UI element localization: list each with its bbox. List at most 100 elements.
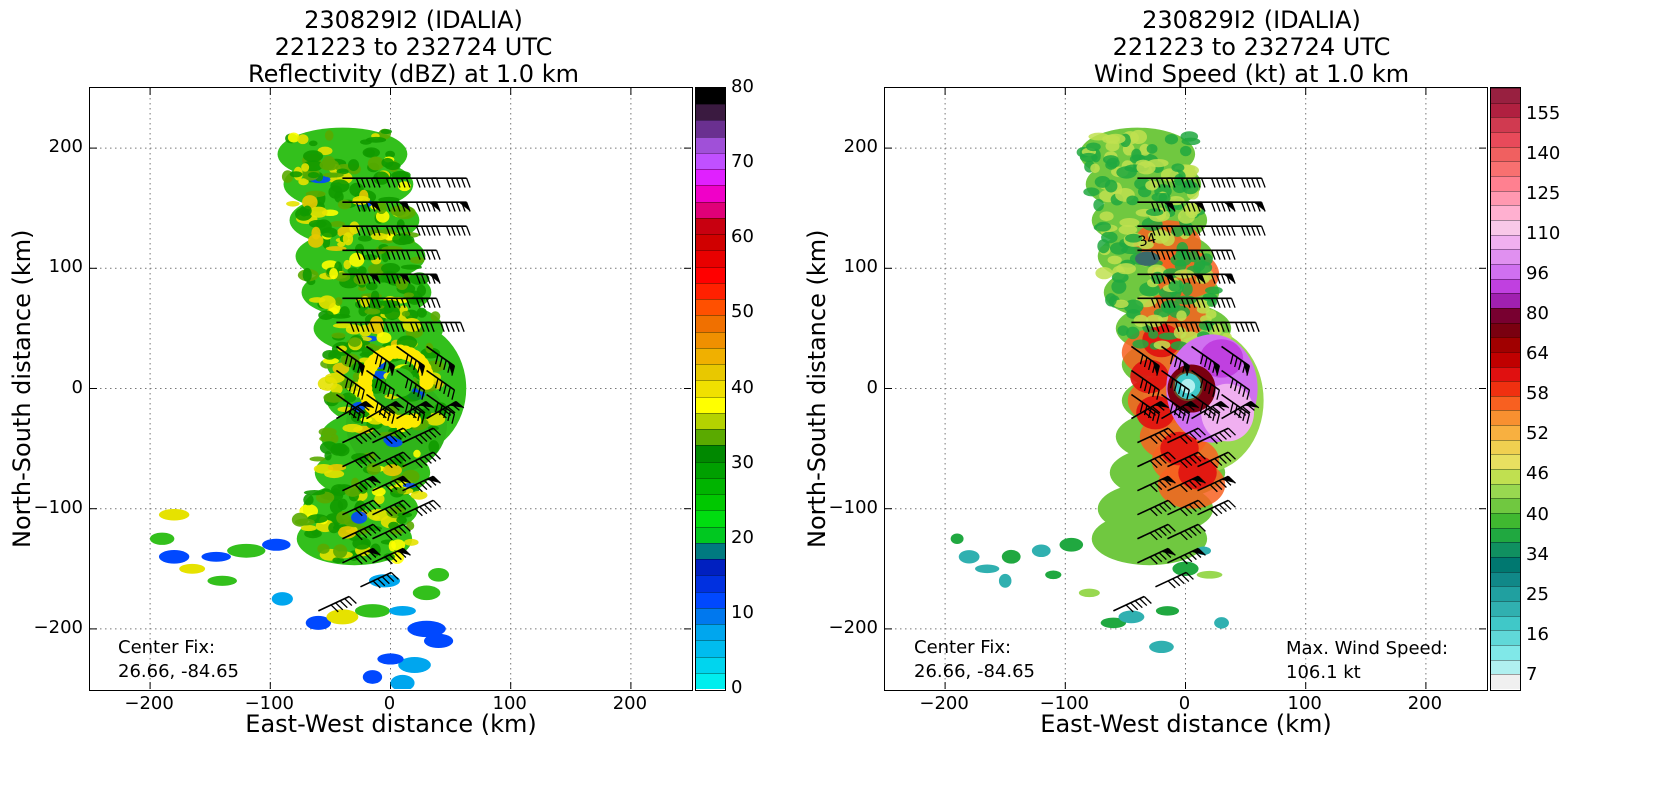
echo-cell [398, 656, 431, 673]
wind-barb-feather [390, 250, 396, 260]
chart-title-line-1: 230829I2 (IDALIA) [1142, 6, 1361, 34]
wind-barb-feather [1195, 225, 1201, 236]
echo-cell [383, 553, 395, 561]
echo-cell [401, 310, 411, 317]
wind-barb-feather [1239, 322, 1245, 332]
wind-barbs [318, 177, 471, 613]
wind-barb-feather [375, 250, 381, 260]
wind-barb-pennant [396, 476, 410, 483]
wind-barb-pennant [1183, 401, 1198, 408]
wind-barb-pennant [1191, 548, 1205, 556]
colorbar-cell [696, 299, 725, 316]
wind-barb-feather [389, 554, 398, 563]
wind-barb-shaft [1191, 393, 1220, 415]
wind-cell [1174, 174, 1184, 186]
wind-barb-pennant [398, 202, 410, 211]
wind-barb-feather [1139, 598, 1148, 607]
wind-cell [1078, 588, 1100, 598]
wind-barb-feather [400, 177, 406, 188]
wind-barb-pennant [1242, 361, 1250, 375]
wind-barb-feather [1179, 532, 1188, 541]
wind-barb-feather [1185, 225, 1191, 236]
colorbar-cell [696, 575, 725, 592]
chart-title-line-2: 221223 to 232724 UTC [1112, 33, 1391, 61]
wind-barb-feather [1152, 386, 1156, 397]
colorbar-cell [1491, 381, 1520, 396]
wind-barb-feather [1215, 225, 1221, 236]
wind-barb-feather [360, 250, 366, 260]
wind-barb-feather [1189, 322, 1195, 332]
plot-area: 34 [884, 87, 1488, 691]
wind-barb-feather [1173, 357, 1178, 368]
wind-barb-feather [1193, 501, 1202, 510]
wind-barb-feather [1167, 547, 1176, 556]
wind-barb-feather [1199, 354, 1204, 365]
colorbar-tick-label: 46 [1526, 463, 1549, 485]
wind-barb-feather [1210, 298, 1216, 308]
wind-barb-feather [384, 508, 393, 517]
colorbar-cell [1491, 131, 1520, 147]
wind-barb-feather [1215, 250, 1221, 260]
wind-barb-feather [381, 576, 390, 585]
wind-barb-feather [383, 360, 387, 371]
wind-barb-feather [354, 322, 360, 332]
colorbar-tick-label: 110 [1526, 223, 1561, 245]
wind-barb-feather [1203, 357, 1208, 368]
wind-barb-feather [1150, 298, 1156, 308]
echo-cell [331, 488, 341, 495]
wind-barb-feather [1167, 451, 1176, 460]
wind-barb-pennant [387, 361, 395, 375]
wind-cell [1146, 143, 1158, 154]
wind-barb-feather [372, 499, 381, 508]
echo-cell [328, 522, 340, 534]
echo-cell [302, 205, 312, 216]
wind-barb-feather [398, 501, 407, 510]
echo-cell [303, 150, 324, 163]
echo-cell [289, 171, 303, 178]
wind-barb-feather [344, 378, 349, 389]
y-tick-label: 200 [48, 136, 83, 158]
echo-cell [362, 670, 383, 684]
wind-barb-pennant [365, 548, 380, 556]
echo-cell [337, 199, 352, 210]
wind-barb-feather [400, 250, 406, 260]
wind-barb-feather [1220, 401, 1230, 409]
echo-cell [330, 179, 350, 193]
wind-barb-feather [1188, 528, 1197, 537]
wind-barb-feather [1197, 523, 1206, 532]
wind-barb-feather [1154, 530, 1163, 539]
colorbar-cell [1491, 454, 1520, 470]
x-tick-label: 0 [1178, 693, 1191, 714]
wind-barb-feather [1150, 225, 1156, 236]
wind-barb-pennant [1160, 548, 1175, 556]
echo-cell [389, 605, 416, 616]
wind-barb-feather [383, 384, 387, 395]
echo-cell [396, 219, 405, 230]
plot-canvas [90, 88, 691, 689]
echo-cell [319, 435, 334, 442]
wind-cell [1116, 263, 1136, 275]
wind-barb-feather [424, 322, 430, 332]
plot-canvas: 34 [885, 88, 1486, 689]
wind-barb-feather [1225, 298, 1231, 308]
colorbar-tick-label: 155 [1526, 102, 1561, 124]
wind-barb-feather [415, 250, 421, 260]
colorbar-cell [1491, 557, 1520, 572]
wind-barb-feather [1234, 322, 1240, 332]
wind-barb-feather [1200, 177, 1206, 188]
colorbar-tick-label: 10 [731, 601, 754, 623]
wind-barb-feather [1193, 429, 1202, 438]
wind-barb-pennant [458, 202, 470, 211]
echo-cell [323, 172, 344, 178]
wind-barb-feather [1216, 413, 1220, 424]
wind-barb-feather [1154, 434, 1163, 443]
wind-barb-pennant [1153, 401, 1168, 408]
wind-barb-shaft [1137, 523, 1169, 540]
wind-barb-feather [363, 480, 372, 488]
wind-barb-feather [1179, 508, 1188, 517]
echo-cell [407, 620, 446, 638]
wind-barb-feather [404, 378, 409, 389]
wind-barb-feather [348, 596, 357, 604]
wind-barb-feather [1163, 526, 1172, 534]
wind-barb-feather [354, 556, 363, 565]
